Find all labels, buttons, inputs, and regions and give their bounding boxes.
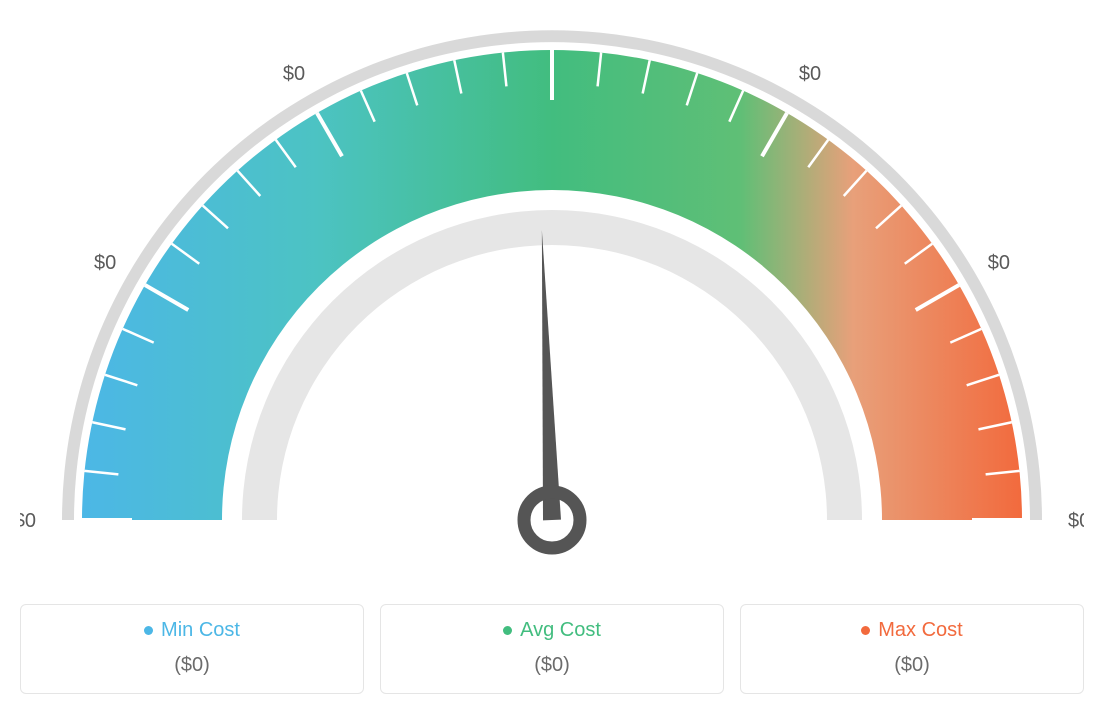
legend-card-max: Max Cost ($0) xyxy=(740,604,1084,694)
dot-icon-avg xyxy=(503,626,512,635)
legend-label-text-avg: Avg Cost xyxy=(520,619,601,642)
gauge-tick-label: $0 xyxy=(20,510,36,532)
gauge-tick-label: $0 xyxy=(1068,510,1084,532)
legend-label-text-max: Max Cost xyxy=(878,619,962,642)
gauge-svg: $0$0$0$0$0$0$0 xyxy=(20,20,1084,580)
gauge-chart: $0$0$0$0$0$0$0 xyxy=(20,20,1084,580)
gauge-tick-label: $0 xyxy=(988,252,1010,274)
gauge-tick-label: $0 xyxy=(799,63,821,85)
gauge-tick-label: $0 xyxy=(94,252,116,274)
legend-card-avg: Avg Cost ($0) xyxy=(380,604,724,694)
dot-icon-min xyxy=(144,626,153,635)
dot-icon-max xyxy=(861,626,870,635)
legend-label-text-min: Min Cost xyxy=(161,619,240,642)
legend-value-max: ($0) xyxy=(753,654,1071,677)
legend-value-min: ($0) xyxy=(33,654,351,677)
gauge-tick-label: $0 xyxy=(283,63,305,85)
legend-label-max: Max Cost xyxy=(861,619,962,642)
legend-value-avg: ($0) xyxy=(393,654,711,677)
legend-row: Min Cost ($0) Avg Cost ($0) Max Cost ($0… xyxy=(20,604,1084,694)
legend-label-avg: Avg Cost xyxy=(503,619,601,642)
gauge-needle xyxy=(542,230,561,520)
legend-card-min: Min Cost ($0) xyxy=(20,604,364,694)
legend-label-min: Min Cost xyxy=(144,619,240,642)
